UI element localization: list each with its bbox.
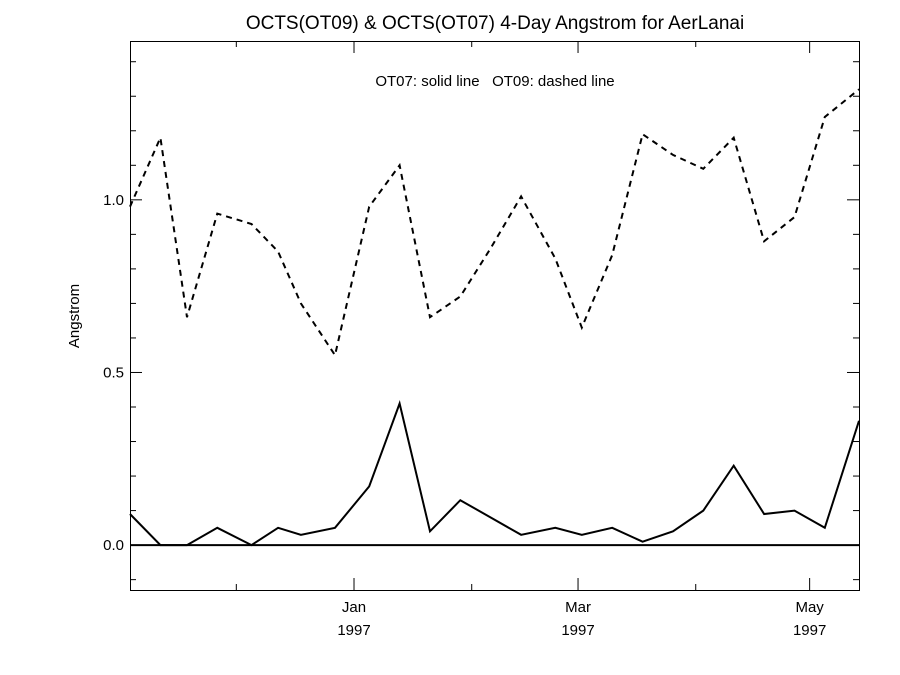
x-tick-label-year: 1997 bbox=[561, 622, 594, 639]
tick-labels: 0.0 0.5 1.0 Jan 1997 Mar 1997 May 1997 bbox=[103, 192, 826, 639]
tick-marks bbox=[130, 41, 859, 590]
x-tick-label-month: Jan bbox=[342, 599, 366, 616]
series-line-ot09 bbox=[129, 88, 860, 358]
y-axis-label: Angstrom bbox=[66, 284, 83, 348]
series-line-ot07 bbox=[129, 400, 860, 547]
plot-frame bbox=[130, 41, 860, 591]
y-tick-label: 1.0 bbox=[103, 192, 124, 209]
x-tick-label-month: May bbox=[795, 599, 824, 616]
chart-annotation: OT07: solid line OT09: dashed line bbox=[375, 73, 614, 90]
series-lines bbox=[129, 88, 860, 547]
chart-title: OCTS(OT09) & OCTS(OT07) 4-Day Angstrom f… bbox=[246, 13, 744, 34]
x-tick-label-month: Mar bbox=[565, 599, 591, 616]
y-tick-label: 0.0 bbox=[103, 537, 124, 554]
y-tick-label: 0.5 bbox=[103, 364, 124, 381]
x-tick-label-year: 1997 bbox=[793, 622, 826, 639]
x-tick-label-year: 1997 bbox=[337, 622, 370, 639]
